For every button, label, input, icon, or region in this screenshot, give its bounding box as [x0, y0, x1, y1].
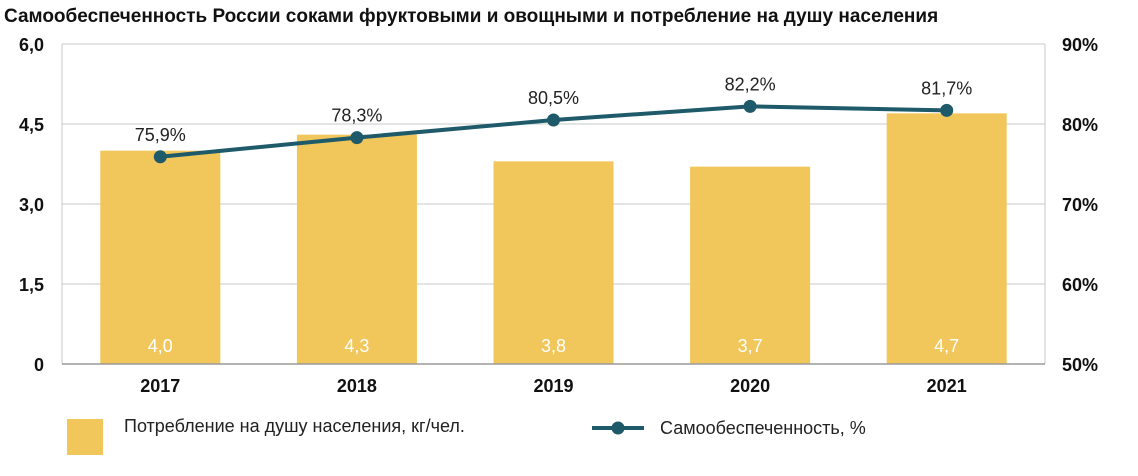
y-right-tick-label: 90% — [1062, 35, 1098, 55]
bar-value-label: 4,7 — [934, 336, 959, 356]
legend-line-label: Самообеспеченность, % — [660, 418, 866, 438]
line-point — [350, 131, 364, 145]
y-right-tick-label: 70% — [1062, 195, 1098, 215]
x-tick-label: 2021 — [927, 376, 967, 396]
bar — [493, 161, 614, 364]
x-tick-label: 2019 — [533, 376, 573, 396]
line-value-label: 75,9% — [135, 125, 186, 145]
line-point — [940, 103, 954, 117]
line-value-label: 81,7% — [921, 78, 972, 98]
bar — [100, 150, 221, 364]
bar-value-label: 4,3 — [344, 336, 369, 356]
legend-bar-label: Потребление на душу населения, кг/чел. — [124, 416, 465, 436]
line-point — [547, 113, 560, 127]
chart-plot: 0 50% 1,5 60% 3,0 70% 4,5 80% 6,0 90% 2017 2018 2019… — [19, 35, 1098, 396]
x-tick-label: 2017 — [140, 376, 180, 396]
legend-bar-swatch — [67, 419, 103, 455]
y-right-tick-label: 50% — [1062, 355, 1098, 375]
line-point — [153, 150, 167, 164]
line-point — [743, 99, 757, 113]
bar-value-label: 4,0 — [148, 336, 173, 356]
line-value-label: 80,5% — [528, 88, 579, 108]
y-left-tick-label: 6,0 — [19, 35, 44, 55]
legend-line-icon — [592, 421, 644, 435]
y-left-tick-label: 4,5 — [19, 115, 44, 135]
bar-value-label: 3,7 — [738, 336, 763, 356]
bar — [886, 113, 1007, 364]
chart-title: Самообеспеченность России соками фруктов… — [4, 6, 939, 27]
bar — [690, 166, 811, 364]
y-left-tick-label: 3,0 — [19, 195, 44, 215]
y-left-tick-label: 1,5 — [19, 275, 44, 295]
y-right-tick-label: 60% — [1062, 275, 1098, 295]
bar — [296, 134, 417, 364]
line-value-label: 78,3% — [331, 106, 382, 126]
y-left-tick-label: 0 — [34, 355, 44, 375]
line-value-label: 82,2% — [725, 74, 776, 94]
y-right-tick-label: 80% — [1062, 115, 1098, 135]
x-tick-label: 2020 — [730, 376, 770, 396]
x-tick-label: 2018 — [337, 376, 377, 396]
bar-value-label: 3,8 — [541, 336, 566, 356]
